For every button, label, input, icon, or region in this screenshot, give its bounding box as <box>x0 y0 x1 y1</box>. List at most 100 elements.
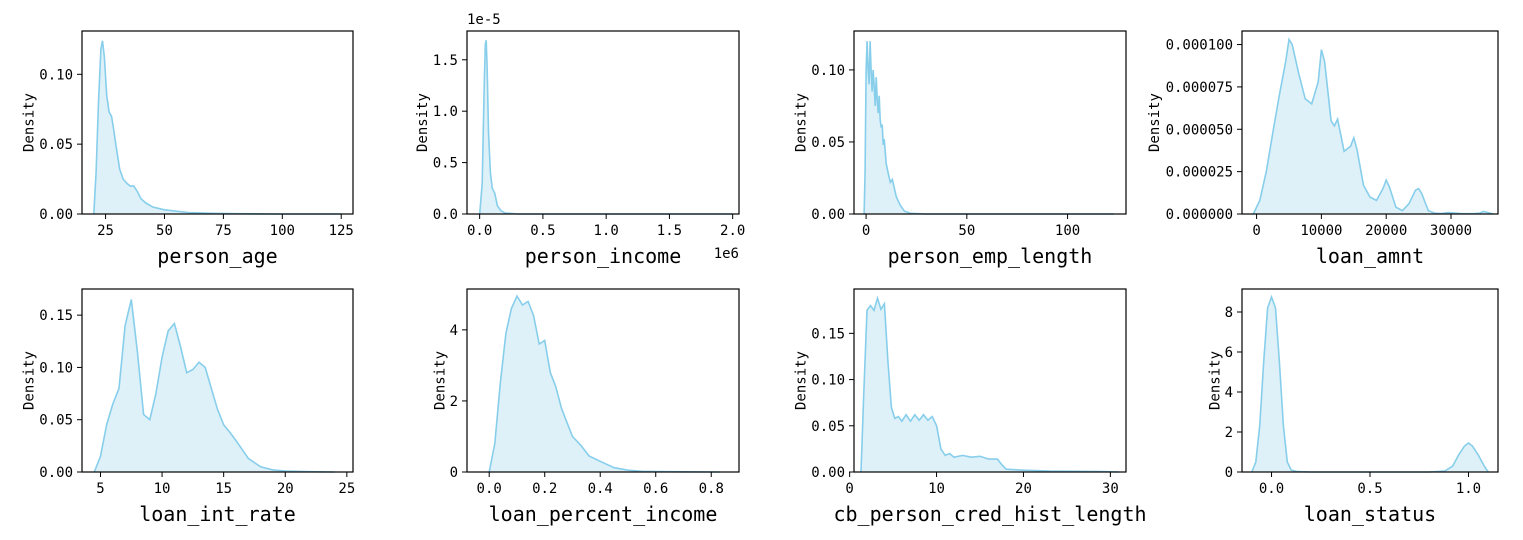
plot-frame <box>466 30 740 215</box>
y-tick-label: 0.15 <box>39 308 73 324</box>
x-axis-label: person_emp_length <box>888 244 1093 268</box>
y-offset-label: 1e-5 <box>467 12 501 28</box>
density-area <box>479 40 733 214</box>
x-axis-label: loan_status <box>1304 502 1436 526</box>
x-tick-label: 0 <box>845 481 853 497</box>
x-tick-label: 30 <box>1102 481 1119 497</box>
x-tick-label: 15 <box>215 481 232 497</box>
y-tick-label: 0.05 <box>811 419 845 435</box>
x-tick-label: 30000 <box>1430 223 1472 239</box>
subplot-loan-amnt: 0 10000 20000 30000 0.000000 0.000025 0.000050… <box>1147 30 1499 268</box>
y-tick-label: 0.5 <box>433 156 458 172</box>
subplot-person-emp-length: 0 50 100 0.00 0.05 0.10 person_emp_length Densi… <box>794 30 1127 268</box>
plot-frame <box>466 288 740 473</box>
y-tick-label: 0.10 <box>39 67 73 83</box>
x-tick-label: 1.5 <box>657 223 682 239</box>
plot-frame <box>1241 30 1499 215</box>
y-tick-label: 0.00 <box>39 207 73 223</box>
y-tick-label: 0.10 <box>39 360 73 376</box>
y-tick-label: 0.000000 <box>1166 207 1233 223</box>
density-line <box>93 299 335 473</box>
y-tick-label: 6 <box>1225 345 1233 361</box>
x-tick-label: 0.0 <box>1259 481 1284 497</box>
density-line <box>488 294 720 473</box>
x-tick-label: 25 <box>338 481 355 497</box>
x-tick-label: 0.8 <box>699 481 724 497</box>
x-tick-label: 2.0 <box>720 223 745 239</box>
y-tick-label: 0.05 <box>811 135 845 151</box>
y-tick-label: 0 <box>1225 465 1233 481</box>
plot-frame <box>853 288 1127 473</box>
y-tick-label: 0.05 <box>39 137 73 153</box>
x-tick-label: 20000 <box>1365 223 1407 239</box>
x-tick-label: 0.0 <box>467 223 492 239</box>
y-tick-label: 8 <box>1225 305 1233 321</box>
density-area <box>489 296 720 472</box>
x-tick-label: 0.2 <box>532 481 557 497</box>
y-tick-label: 0.15 <box>811 326 845 342</box>
density-area <box>864 41 1114 214</box>
x-tick-label: 0.5 <box>530 223 555 239</box>
x-tick-label: 1.0 <box>594 223 619 239</box>
y-tick-label: 1.5 <box>433 53 458 69</box>
y-tick-label: 0.10 <box>811 373 845 389</box>
plot-frame <box>81 288 354 473</box>
subplot-loan-int-rate: 5 10 15 20 25 0.00 0.05 0.10 0.15 loan_int_rate De… <box>22 288 355 526</box>
density-line <box>863 41 1114 215</box>
x-tick-label: 10000 <box>1300 223 1342 239</box>
x-tick-label: 1.0 <box>1456 481 1481 497</box>
density-line <box>93 40 342 215</box>
x-offset-label: 1e6 <box>714 246 739 262</box>
y-axis-label: Density <box>1207 351 1223 410</box>
y-tick-label: 1.0 <box>433 104 458 120</box>
subplot-loan-percent-income: 0.0 0.2 0.4 0.6 0.8 0 2 4 loan_percent_income Den… <box>432 288 740 526</box>
y-tick-label: 0.000050 <box>1166 122 1233 138</box>
x-tick-label: 10 <box>928 481 945 497</box>
y-axis-label: Density <box>432 351 448 410</box>
x-tick-label: 125 <box>329 223 354 239</box>
x-tick-label: 5 <box>96 481 104 497</box>
x-tick-label: 50 <box>958 223 975 239</box>
plot-frame <box>81 30 354 215</box>
density-line <box>478 40 733 215</box>
x-tick-label: 0.0 <box>477 481 502 497</box>
density-area <box>1253 39 1494 214</box>
x-axis-label: cb_person_cred_hist_length <box>833 502 1146 526</box>
x-axis-label: loan_int_rate <box>139 502 296 526</box>
subplot-loan-status: 0.0 0.5 1.0 0 2 4 6 8 loan_status Density <box>1207 288 1499 526</box>
y-tick-label: 0.00 <box>39 465 73 481</box>
y-tick-label: 4 <box>1225 385 1233 401</box>
x-tick-label: 0.4 <box>588 481 613 497</box>
y-tick-label: 0 <box>450 465 458 481</box>
y-axis-label: Density <box>1147 93 1163 152</box>
x-axis-label: loan_percent_income <box>489 502 718 526</box>
x-tick-label: 10 <box>154 481 171 497</box>
subplot-person-income: 0.0 0.5 1.0 1.5 2.0 0.0 0.5 1.0 1.5 person_income… <box>415 12 745 268</box>
y-tick-label: 0.00 <box>811 465 845 481</box>
y-tick-label: 4 <box>450 323 458 339</box>
density-line <box>860 295 1120 473</box>
y-axis-label: Density <box>22 351 38 410</box>
y-tick-label: 0.10 <box>811 63 845 79</box>
y-tick-label: 2 <box>1225 425 1233 441</box>
y-axis-label: Density <box>794 351 810 410</box>
y-tick-label: 0.00 <box>811 207 845 223</box>
y-tick-label: 0.000075 <box>1166 80 1233 96</box>
density-area <box>861 298 1119 472</box>
x-tick-label: 0.6 <box>643 481 668 497</box>
x-tick-label: 100 <box>1055 223 1080 239</box>
x-tick-label: 0 <box>1252 223 1260 239</box>
y-axis-label: Density <box>415 93 431 152</box>
y-tick-label: 2 <box>450 394 458 410</box>
y-tick-label: 0.000100 <box>1166 38 1233 54</box>
x-axis-label: person_age <box>157 244 277 268</box>
x-tick-label: 20 <box>1015 481 1032 497</box>
y-tick-label: 0.05 <box>39 413 73 429</box>
x-tick-label: 25 <box>97 223 114 239</box>
x-tick-label: 50 <box>156 223 173 239</box>
y-tick-label: 0.000025 <box>1166 165 1233 181</box>
subplot-person-age: 25 50 75 100 125 0.00 0.05 0.10 person_age Densit… <box>22 30 354 268</box>
x-tick-label: 75 <box>215 223 232 239</box>
subplot-cb-person-cred-hist-length: 0 10 20 30 0.00 0.05 0.10 0.15 cb_person_cred_hi… <box>794 288 1147 526</box>
density-line <box>1251 294 1489 473</box>
